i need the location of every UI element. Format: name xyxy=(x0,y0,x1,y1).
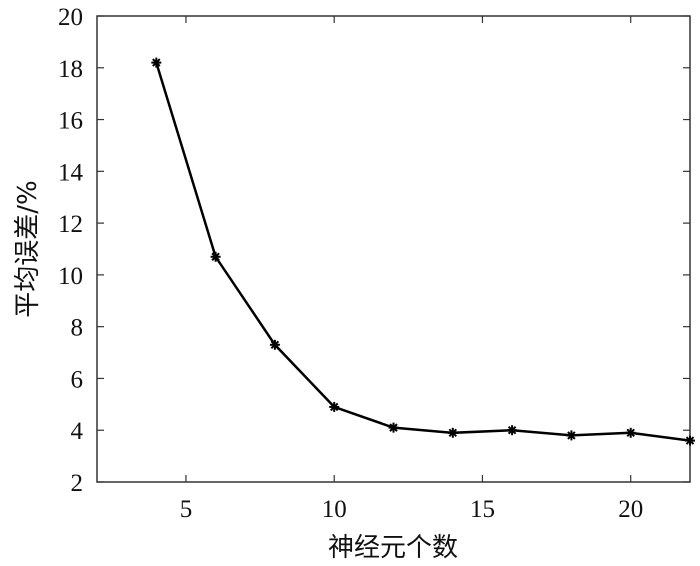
y-tick-label: 18 xyxy=(58,56,83,83)
y-tick-label: 12 xyxy=(58,211,83,238)
y-axis-label: 平均误差/% xyxy=(13,180,43,317)
data-point-marker xyxy=(210,251,221,262)
data-point-marker xyxy=(685,435,695,446)
y-tick-label: 6 xyxy=(71,366,84,393)
x-tick-label: 15 xyxy=(470,496,495,523)
x-axis-label: 神经元个数 xyxy=(328,533,458,563)
data-point-marker xyxy=(507,425,518,436)
y-tick-label: 2 xyxy=(71,470,84,497)
x-tick-label: 10 xyxy=(322,496,347,523)
y-tick-label: 10 xyxy=(58,263,83,290)
y-tick-label: 20 xyxy=(58,4,83,31)
plot-frame xyxy=(96,15,691,483)
x-tick-label: 5 xyxy=(180,496,193,523)
series-line xyxy=(155,62,691,442)
data-point-marker xyxy=(269,339,280,350)
data-point-marker xyxy=(625,427,636,438)
y-tick-label: 8 xyxy=(71,315,84,342)
data-point-marker xyxy=(329,401,340,412)
y-tick-label: 14 xyxy=(58,159,84,186)
y-tick-label: 16 xyxy=(58,108,83,135)
data-point-marker xyxy=(447,427,458,438)
data-point-marker xyxy=(151,57,162,68)
x-tick-label: 20 xyxy=(618,496,643,523)
data-point-marker xyxy=(388,422,399,433)
y-tick-label: 4 xyxy=(71,418,84,445)
data-point-marker xyxy=(566,430,577,441)
